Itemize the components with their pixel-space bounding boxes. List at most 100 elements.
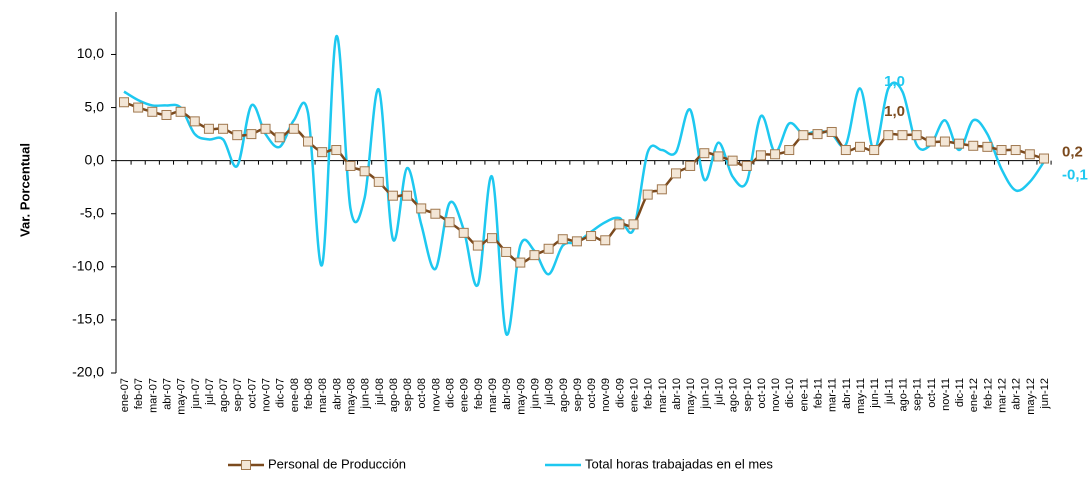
x-tick-label: mar-10 xyxy=(657,378,669,413)
x-tick-label: mar-12 xyxy=(997,378,1009,413)
point-marker xyxy=(741,160,752,171)
x-tick-label: ago-09 xyxy=(558,378,570,412)
x-tick-label: may-08 xyxy=(345,378,357,415)
x-tick-label: oct-09 xyxy=(586,378,598,409)
legend-marker xyxy=(241,460,251,470)
x-tick-label: nov-07 xyxy=(261,378,273,412)
point-marker xyxy=(883,130,894,141)
point-marker xyxy=(925,136,936,147)
legend-label: Personal de Producción xyxy=(268,456,406,471)
point-marker xyxy=(303,136,313,147)
point-marker xyxy=(812,129,823,140)
point-marker xyxy=(119,97,129,108)
point-marker xyxy=(770,149,781,160)
point-marker xyxy=(402,190,413,201)
x-tick-label: ago-11 xyxy=(897,378,909,411)
x-tick-label: mar-08 xyxy=(317,378,329,413)
x-tick-label: may-12 xyxy=(1025,378,1037,415)
point-marker xyxy=(685,160,696,171)
point-marker xyxy=(359,166,370,177)
x-tick-label: mar-07 xyxy=(147,378,159,413)
y-tick-label: -5,0 xyxy=(80,204,104,220)
point-marker xyxy=(161,109,172,120)
point-marker xyxy=(133,102,144,113)
x-tick-label: sep-10 xyxy=(742,378,754,412)
point-marker xyxy=(487,233,497,244)
legend-label: Total horas trabajadas en el mes xyxy=(585,456,773,471)
point-marker xyxy=(218,123,229,134)
x-tick-label: oct-10 xyxy=(756,378,768,409)
x-tick-label: ene-09 xyxy=(459,378,471,412)
point-marker xyxy=(954,138,965,149)
point-marker xyxy=(911,130,922,141)
x-tick-label: dic-09 xyxy=(614,378,626,408)
x-tick-label: jun-09 xyxy=(529,378,541,410)
point-marker xyxy=(288,123,299,134)
x-tick-label: abr-11 xyxy=(841,378,853,409)
y-tick-label: 10,0 xyxy=(77,45,104,61)
x-tick-label: nov-11 xyxy=(940,378,952,411)
point-marker xyxy=(600,235,611,246)
point-marker xyxy=(840,145,851,156)
point-marker xyxy=(373,176,384,187)
point-marker xyxy=(175,106,186,117)
point-marker xyxy=(727,155,738,166)
point-marker xyxy=(968,140,979,151)
point-marker xyxy=(642,189,653,200)
x-tick-label: may-11 xyxy=(855,378,867,414)
x-tick-label: nov-08 xyxy=(430,378,442,412)
point-marker xyxy=(458,227,469,238)
x-tick-label: nov-09 xyxy=(600,378,612,412)
point-marker xyxy=(982,141,993,152)
data-label: 1,0 xyxy=(884,73,905,90)
point-marker xyxy=(203,123,214,134)
x-tick-label: feb-08 xyxy=(303,378,315,409)
point-marker xyxy=(784,145,795,156)
x-tick-label: abr-07 xyxy=(161,378,173,410)
point-marker xyxy=(713,151,724,162)
point-marker xyxy=(798,130,809,141)
point-marker xyxy=(501,246,512,257)
y-tick-label: -20,0 xyxy=(72,364,104,380)
x-tick-label: dic-10 xyxy=(784,378,796,408)
point-marker xyxy=(614,219,625,230)
x-tick-label: oct-11 xyxy=(926,378,938,408)
point-marker xyxy=(897,130,908,141)
x-tick-label: ene-08 xyxy=(289,378,301,412)
point-marker xyxy=(232,130,243,141)
point-marker xyxy=(671,168,681,179)
point-marker xyxy=(472,240,483,251)
x-tick-label: mar-11 xyxy=(827,378,839,412)
point-marker xyxy=(246,129,257,140)
x-tick-label: jul-07 xyxy=(204,378,216,406)
x-tick-label: jun-08 xyxy=(360,378,372,410)
x-tick-label: sep-11 xyxy=(912,378,924,411)
point-marker xyxy=(416,203,427,214)
x-tick-label: feb-07 xyxy=(133,378,145,409)
point-marker xyxy=(557,234,568,245)
x-tick-label: jun-12 xyxy=(1039,378,1051,410)
point-marker xyxy=(855,141,865,152)
x-tick-label: jun-11 xyxy=(869,378,881,409)
x-tick-label: oct-07 xyxy=(246,378,258,409)
point-marker xyxy=(571,236,582,247)
point-marker xyxy=(260,123,271,134)
x-tick-label: ene-12 xyxy=(968,378,980,412)
y-axis-label: Var. Porcentual xyxy=(17,143,32,237)
point-marker xyxy=(529,250,540,261)
point-marker xyxy=(826,126,837,137)
y-tick-label: -15,0 xyxy=(72,311,104,327)
y-tick-label: -10,0 xyxy=(72,258,104,274)
point-marker xyxy=(430,208,441,219)
point-marker xyxy=(699,148,710,159)
x-tick-label: sep-07 xyxy=(232,378,244,412)
x-tick-label: jul-10 xyxy=(713,378,725,406)
x-tick-label: abr-09 xyxy=(501,378,513,410)
x-tick-label: may-09 xyxy=(515,378,527,415)
x-tick-label: feb-12 xyxy=(982,378,994,409)
point-marker xyxy=(1039,153,1049,164)
point-marker xyxy=(939,136,950,147)
x-tick-label: feb-10 xyxy=(643,378,655,409)
y-tick-label: 0,0 xyxy=(85,151,105,167)
